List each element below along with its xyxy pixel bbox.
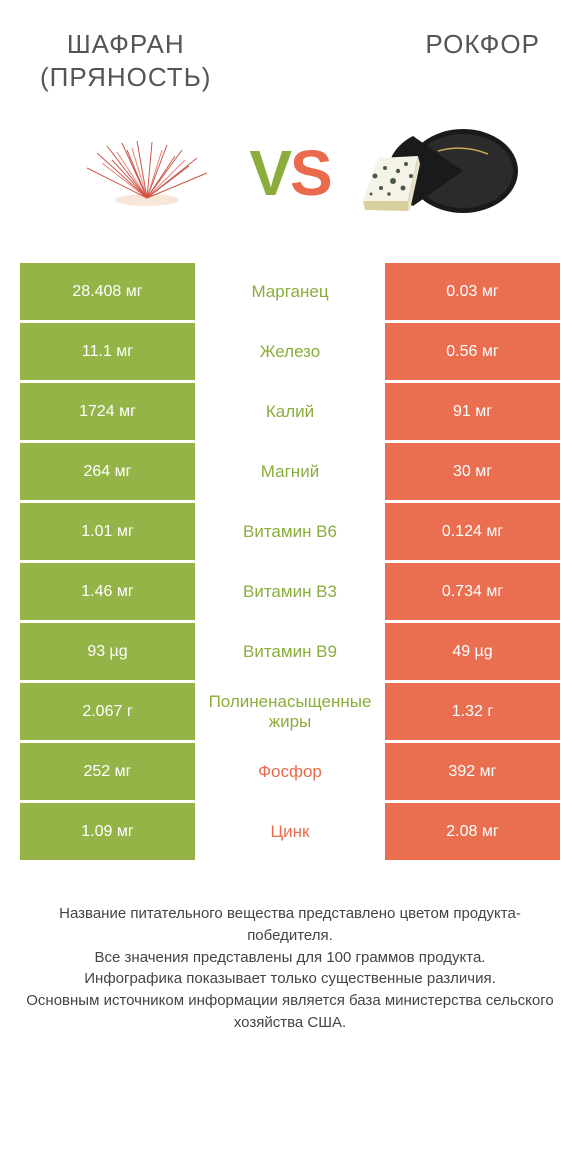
table-row: 1.09 мгЦинк2.08 мг [20,803,560,863]
table-row: 1724 мгКалий91 мг [20,383,560,443]
left-value: 1724 мг [20,383,195,443]
left-product-image [57,113,237,233]
nutrient-label: Витамин B9 [195,623,385,683]
right-value: 0.56 мг [385,323,560,383]
left-product-title: ШАФРАН(ПРЯНОСТЬ) [40,28,211,93]
right-value: 0.734 мг [385,563,560,623]
left-value: 1.01 мг [20,503,195,563]
right-value: 392 мг [385,743,560,803]
table-row: 11.1 мгЖелезо0.56 мг [20,323,560,383]
nutrient-label: Витамин B3 [195,563,385,623]
right-value: 91 мг [385,383,560,443]
table-row: 93 µgВитамин B949 µg [20,623,560,683]
cheese-icon [343,116,523,231]
nutrient-label: Полиненасыщенные жиры [195,683,385,743]
footer-line: Название питательного вещества представл… [20,903,560,947]
nutrient-label: Марганец [195,263,385,323]
footer-line: Все значения представлены для 100 граммо… [20,947,560,969]
nutrient-label: Витамин B6 [195,503,385,563]
left-value: 93 µg [20,623,195,683]
footer-line: Основным источником информации является … [20,990,560,1034]
table-row: 1.46 мгВитамин B30.734 мг [20,563,560,623]
right-value: 0.124 мг [385,503,560,563]
nutrient-label: Цинк [195,803,385,863]
left-value: 2.067 г [20,683,195,743]
comparison-table: 28.408 мгМарганец0.03 мг11.1 мгЖелезо0.5… [20,263,560,863]
table-row: 252 мгФосфор392 мг [20,743,560,803]
saffron-icon [77,138,217,208]
left-value: 28.408 мг [20,263,195,323]
table-row: 2.067 гПолиненасыщенные жиры1.32 г [20,683,560,743]
right-product-image [343,113,523,233]
vs-s: S [290,137,331,209]
right-value: 49 µg [385,623,560,683]
footer-line: Инфографика показывает только существенн… [20,968,560,990]
left-value: 252 мг [20,743,195,803]
table-row: 1.01 мгВитамин B60.124 мг [20,503,560,563]
table-row: 264 мгМагний30 мг [20,443,560,503]
left-value: 1.09 мг [20,803,195,863]
right-value: 0.03 мг [385,263,560,323]
nutrient-label: Магний [195,443,385,503]
left-value: 11.1 мг [20,323,195,383]
header: ШАФРАН(ПРЯНОСТЬ) РОКФОР [0,0,580,103]
footer-note: Название питательного вещества представл… [20,903,560,1034]
table-row: 28.408 мгМарганец0.03 мг [20,263,560,323]
right-value: 30 мг [385,443,560,503]
vs-row: VS [0,103,580,263]
right-value: 1.32 г [385,683,560,743]
right-value: 2.08 мг [385,803,560,863]
nutrient-label: Железо [195,323,385,383]
vs-label: VS [249,136,330,210]
left-value: 264 мг [20,443,195,503]
vs-v: V [249,137,290,209]
nutrient-label: Калий [195,383,385,443]
left-value: 1.46 мг [20,563,195,623]
right-product-title: РОКФОР [425,28,540,93]
nutrient-label: Фосфор [195,743,385,803]
